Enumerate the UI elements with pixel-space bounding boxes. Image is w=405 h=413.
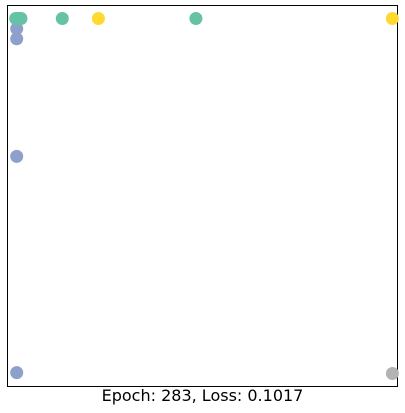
scatter-point-s3-p0 — [385, 367, 399, 380]
scatter-point-s1-p5 — [55, 12, 69, 25]
scatter-point-s0-p1 — [10, 32, 24, 46]
scatter-point-s2-p1 — [385, 12, 399, 25]
plot-frame — [7, 5, 398, 387]
scatter-point-s1-p4 — [14, 12, 28, 25]
scatter-point-s0-p0 — [10, 22, 24, 36]
scatter-point-s0-p2 — [10, 149, 24, 163]
scatter-point-s1-p6 — [189, 12, 203, 25]
scatter-point-s2-p0 — [91, 12, 105, 25]
epoch-loss-caption: Epoch: 283, Loss: 0.1017 — [101, 386, 304, 405]
scatter-point-s0-p3 — [10, 366, 24, 380]
data-points — [9, 12, 399, 380]
